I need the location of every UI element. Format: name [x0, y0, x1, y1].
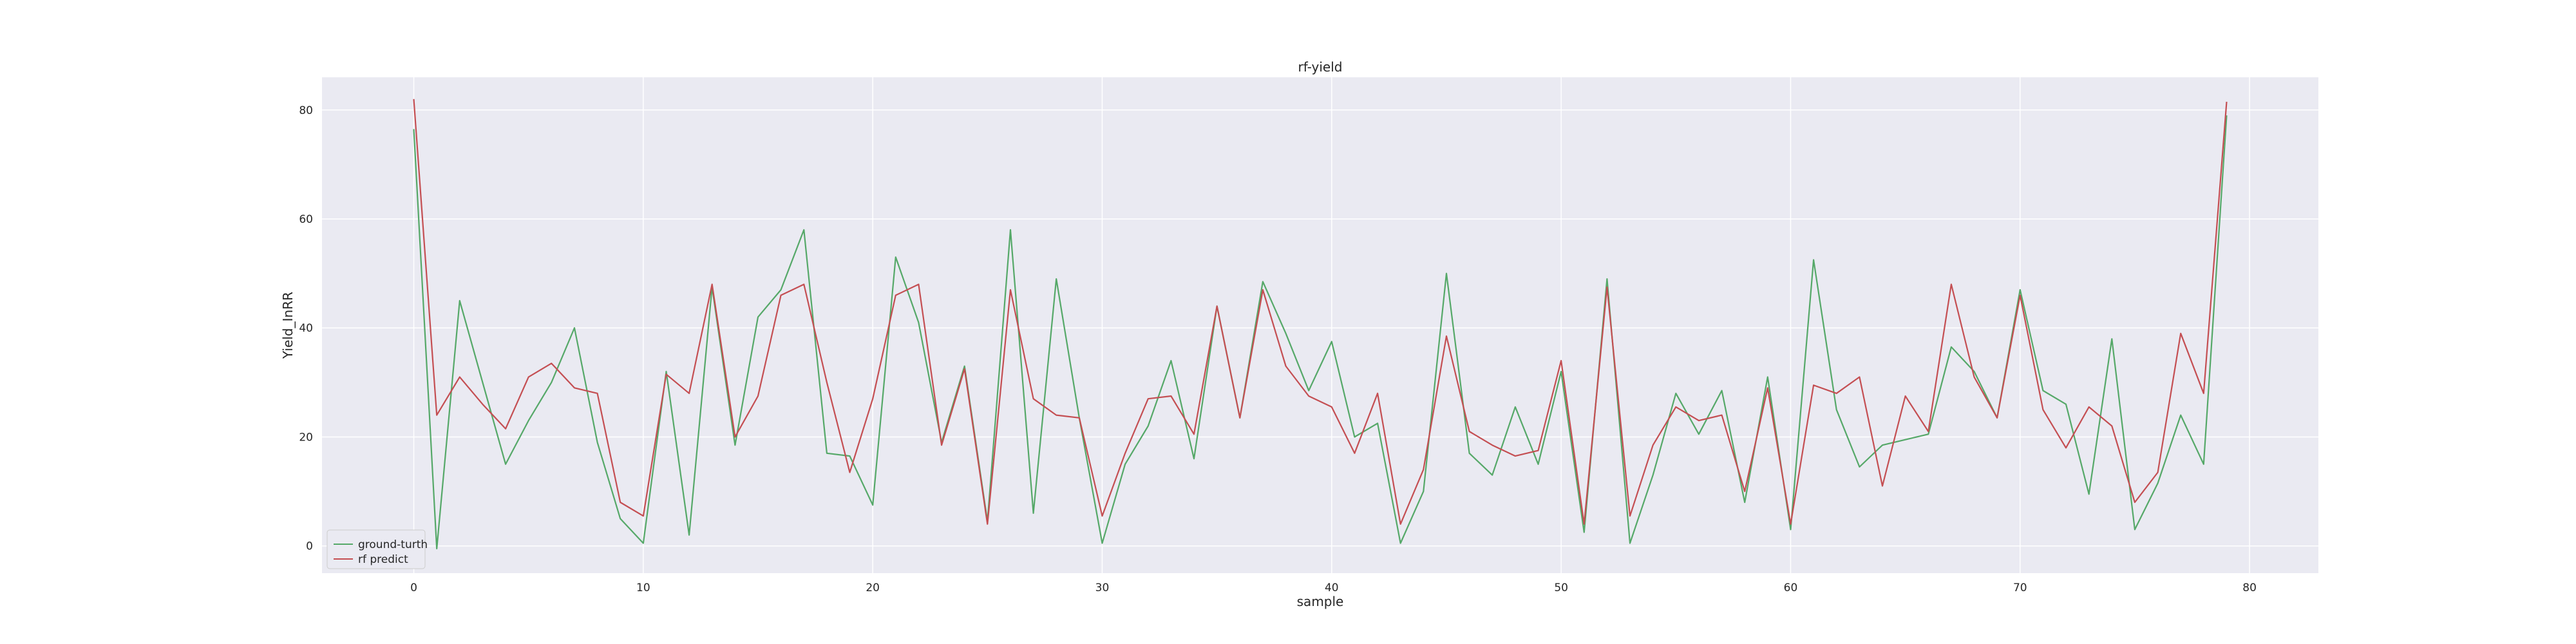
- legend-label-ground-truth: ground-turth: [358, 538, 428, 551]
- legend-label-rf-predict: rf predict: [358, 553, 408, 566]
- plot-background: [322, 77, 2318, 573]
- legend: ground-turth rf predict: [327, 529, 428, 569]
- tick-labels: 0 10 20 30 40 50 60 70 80 0 20 40 60 80: [299, 104, 2257, 594]
- x-tick-label: 20: [866, 582, 880, 594]
- x-tick-label: 10: [636, 582, 650, 594]
- x-tick-label: 80: [2242, 582, 2257, 594]
- series-layer: [413, 99, 2228, 550]
- y-tick-label: 20: [299, 431, 313, 444]
- x-tick-label: 60: [1784, 582, 1798, 594]
- x-tick-label: 30: [1095, 582, 1110, 594]
- y-tick-label: 60: [299, 213, 313, 226]
- grid: [322, 77, 2318, 573]
- x-tick-label: 50: [1554, 582, 1568, 594]
- x-tick-label: 70: [2013, 582, 2027, 594]
- x-tick-label: 40: [1325, 582, 1339, 594]
- chart-title: rf-yield: [1298, 59, 1343, 75]
- series-line-rf-predict: [413, 99, 2228, 525]
- y-axis-label: Yield_InRR: [280, 292, 296, 359]
- x-tick-label: 0: [410, 582, 417, 594]
- y-tick-label: 80: [299, 104, 313, 117]
- y-tick-label: 0: [306, 540, 313, 553]
- x-axis-label: sample: [1297, 594, 1344, 609]
- y-tick-label: 40: [299, 322, 313, 335]
